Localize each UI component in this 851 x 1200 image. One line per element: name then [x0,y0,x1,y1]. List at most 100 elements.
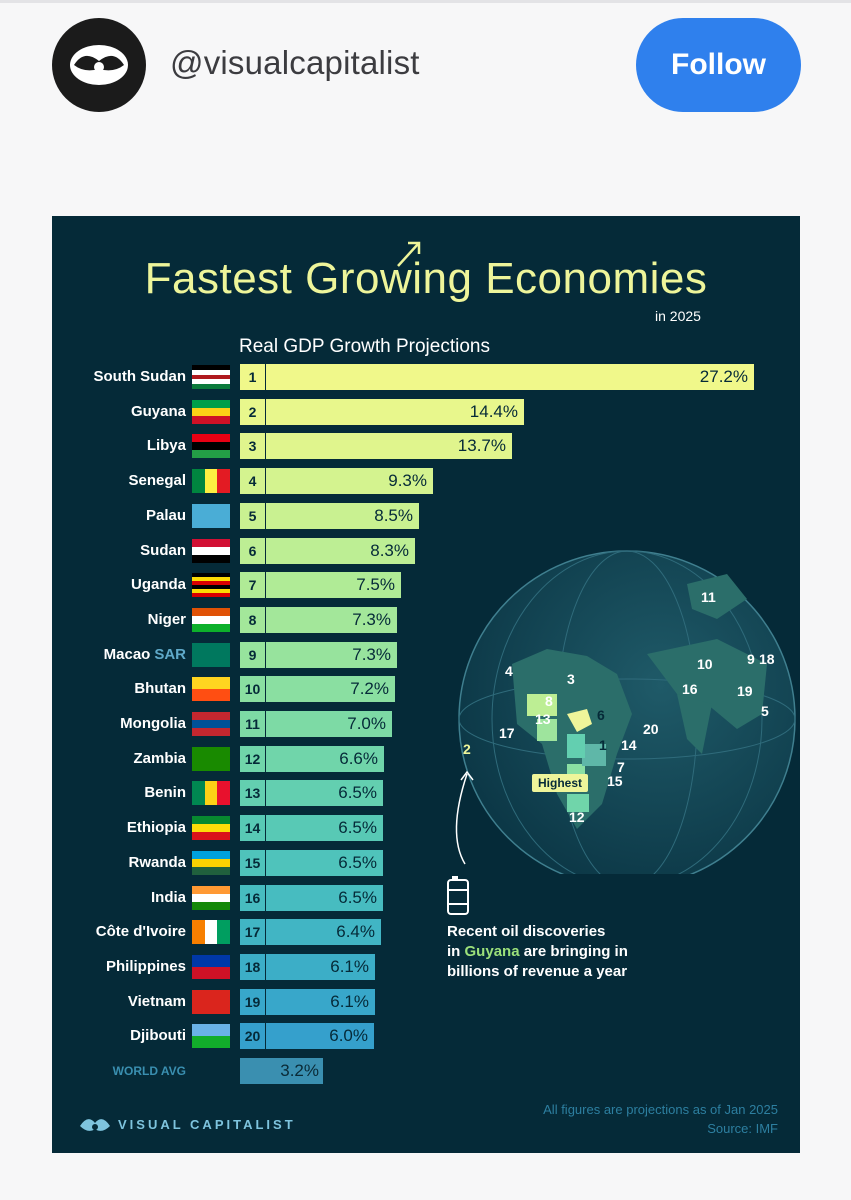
bar [266,919,381,946]
flag-icon [192,781,230,806]
world-map-globe: 11 10 9 18 16 19 5 4 3 8 6 20 17 13 1 14… [455,550,796,874]
bar [266,849,383,876]
world-avg-label: WORLD AVG [112,1064,186,1078]
rank-label: 5 [240,502,265,529]
map-label: 15 [607,773,623,789]
bar-row: Sudan 6 8.3% [52,537,800,564]
map-label: 5 [761,703,769,719]
category-label: Benin [144,784,186,802]
brand-logo-icon [80,1119,110,1131]
map-label: 12 [569,809,585,825]
flag-icon [192,503,230,528]
map-label: 3 [567,671,575,687]
category-label: Sudan [140,541,186,559]
rank-label: 2 [240,398,265,425]
map-label: 13 [535,711,551,727]
bar-row: Zambia 12 6.6% [52,745,800,772]
data-label: 6.5% [338,887,377,907]
chart-subtitle: Real GDP Growth Projections [239,336,490,357]
flag-icon [192,746,230,771]
data-label: 6.1% [330,991,369,1011]
map-label: 4 [505,663,513,679]
note-line-2: in Guyana are bringing in [447,942,628,962]
bar [266,988,375,1015]
bar [266,398,524,425]
account-handle[interactable]: @visualcapitalist [170,44,420,81]
category-label: Uganda [130,576,186,594]
data-label: 7.3% [352,609,391,629]
category-label: India [150,888,186,906]
rank-label: 4 [240,468,265,495]
category-label: Rwanda [128,853,186,871]
rank-label: 1 [240,364,265,390]
avatar[interactable] [52,18,146,112]
category-suffix: SAR [154,645,186,663]
bar-row: Benin 13 6.5% [52,780,800,807]
category-label: Macao SAR [103,645,186,663]
category-label: Djibouti [130,1027,186,1045]
data-label: 6.0% [329,1026,368,1046]
bar [266,364,754,390]
data-label: 6.4% [336,922,375,942]
oil-note: Recent oil discoveries in Guyana are bri… [447,922,628,982]
flag-icon [192,607,230,632]
bar [266,815,383,842]
data-label: 8.3% [370,540,409,560]
flag-icon [192,399,230,424]
footnote: All figures are projections as of Jan 20… [543,1102,778,1117]
category-label: Ethiopia [126,819,186,837]
bar [266,537,415,564]
rank-label: 11 [240,711,265,737]
source-note: Source: IMF [707,1121,778,1136]
world-avg-value: 3.2% [280,1061,319,1080]
rank-label: 18 [240,953,265,980]
flag-icon [192,1024,230,1049]
map-label: 17 [499,725,515,741]
map-label: 8 [545,693,553,709]
follow-button[interactable]: Follow [636,18,801,112]
flag-icon [192,573,230,598]
flag-icon [192,850,230,875]
flag-icon [192,469,230,494]
map-label: 19 [737,683,753,699]
data-label: 27.2% [699,367,748,386]
bar-row: Uganda 7 7.5% [52,572,800,599]
map-label: 2 [463,741,471,757]
bar [266,780,383,807]
map-label: 11 [701,589,716,605]
bar [266,433,512,460]
category-label: Philippines [105,957,186,975]
bar-row: Rwanda 15 6.5% [52,849,800,876]
flag-icon [192,954,230,979]
bar-row: Macao SAR 9 7.3% [52,641,800,668]
category-label: Guyana [130,402,186,420]
bar-row: Senegal 4 9.3% [52,468,800,495]
note-pre: in [447,943,461,960]
rank-label: 9 [240,641,265,668]
bar [266,572,401,599]
map-label: 1 [599,737,607,753]
category-label: Côte d'Ivoire [95,923,186,941]
map-label: 7 [617,759,625,775]
category-label: Libya [146,437,186,455]
bar [266,468,433,495]
category-label: Mongolia [120,715,186,732]
data-label: 14.4% [469,401,518,421]
bar-row: Mongolia 11 7.0% [52,711,800,737]
category-label: South Sudan [93,368,187,385]
flag-icon [192,816,230,841]
flag-icon [192,434,230,459]
flag-icon [192,712,230,736]
flag-icon [192,365,230,389]
world-avg-bar [240,1058,323,1084]
top-divider [0,0,851,3]
chart-title: Fastest Growing Economies [144,254,708,303]
rank-label: 20 [240,1023,265,1050]
bar [266,606,397,633]
map-label: 10 [697,656,713,672]
flag-icon [192,885,230,910]
data-label: 8.5% [374,505,413,525]
data-label: 6.5% [338,783,377,803]
data-label: 7.3% [352,644,391,664]
map-rank-labels: 11 10 9 18 16 19 5 4 3 8 6 20 17 13 1 14… [463,589,775,825]
